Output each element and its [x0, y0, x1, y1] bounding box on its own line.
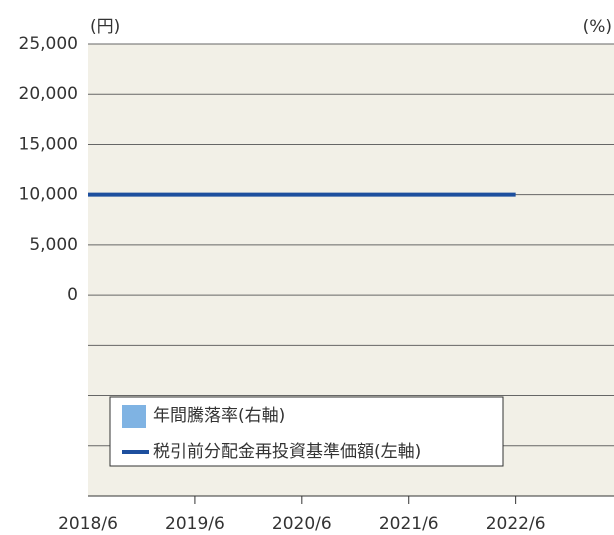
y-tick-label: 10,000 — [19, 185, 78, 205]
x-tick-label: 2020/6 — [272, 514, 332, 534]
y-tick-label: 0 — [67, 285, 78, 305]
x-tick-label: 2022/6 — [486, 514, 546, 534]
legend-swatch — [122, 405, 146, 428]
legend — [109, 396, 504, 467]
legend-label: 税引前分配金再投資基準価額(左軸) — [153, 442, 421, 462]
x-tick-label: 2019/6 — [165, 514, 225, 534]
y-tick-label: 5,000 — [29, 235, 78, 255]
y2-axis-label: (%) — [583, 17, 612, 37]
legend-label: 年間騰落率(右軸) — [153, 406, 285, 426]
y-tick-label: 20,000 — [19, 84, 78, 104]
y-tick-label: 15,000 — [19, 134, 78, 154]
y-axis-label: (円) — [90, 17, 120, 37]
x-tick-label: 2018/6 — [58, 514, 118, 534]
x-tick-label: 2021/6 — [379, 514, 439, 534]
y-tick-label: 25,000 — [19, 34, 78, 54]
